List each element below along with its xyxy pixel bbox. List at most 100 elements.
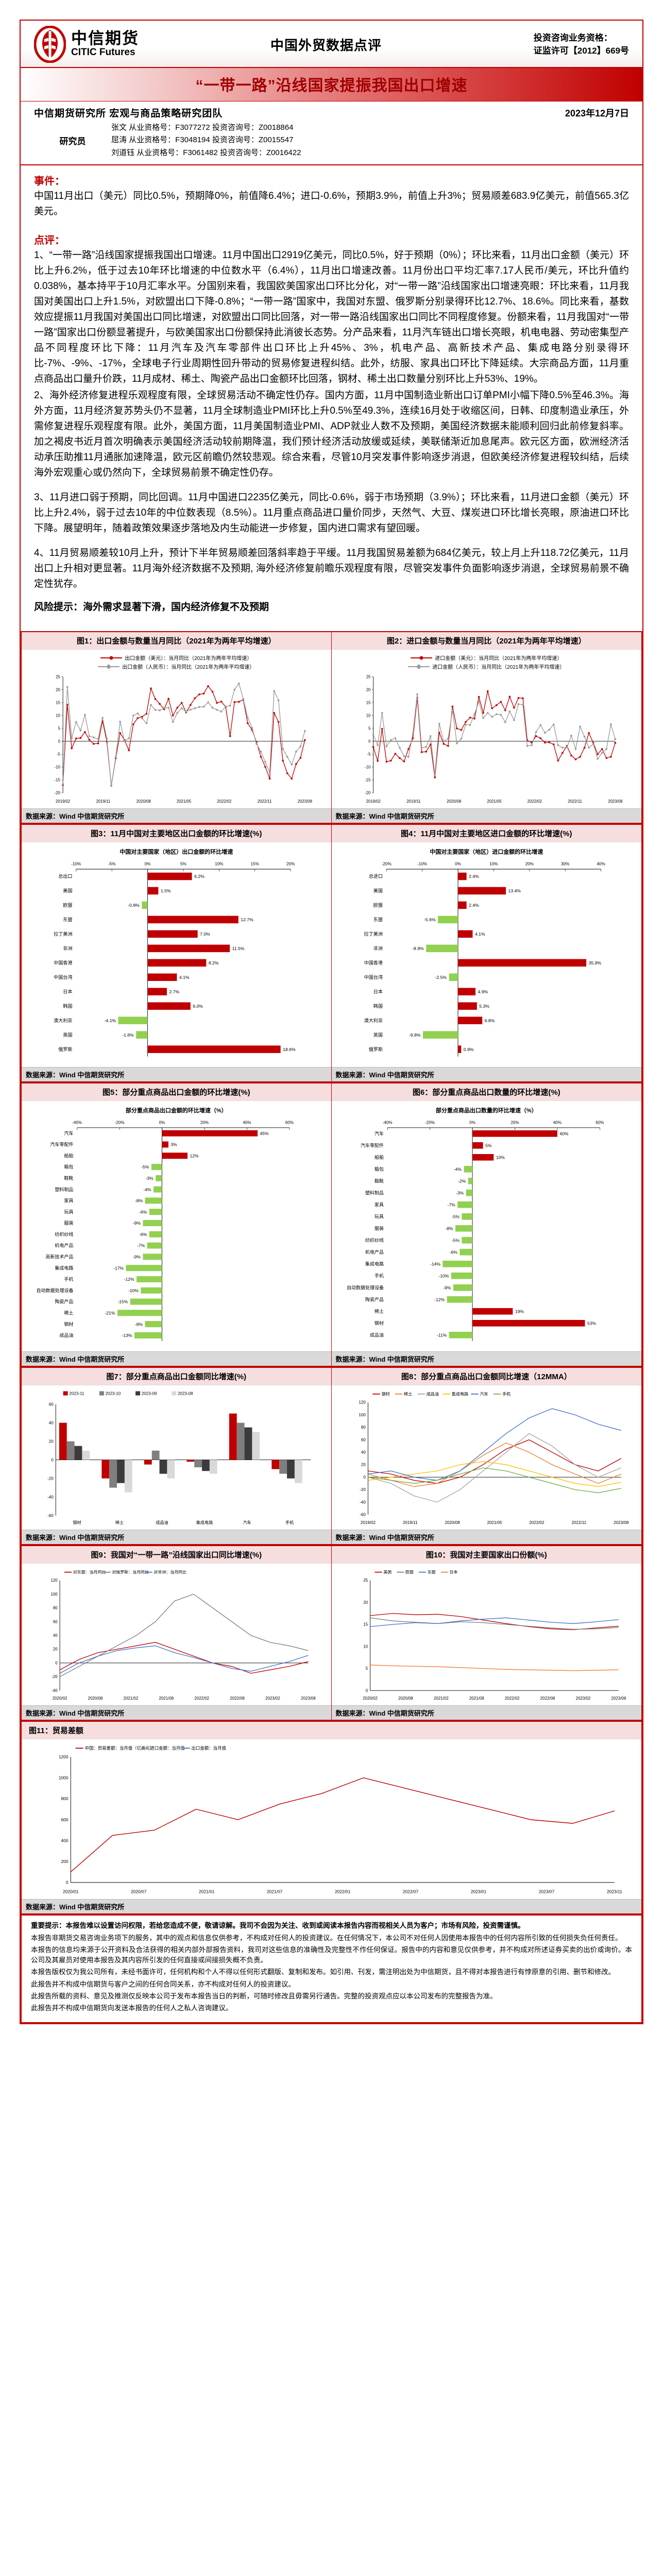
svg-text:10: 10 (366, 714, 370, 718)
svg-text:12%: 12% (190, 1154, 199, 1159)
commentary-paragraph-3: 3、11月进口弱于预期，同比回调。11月中国进口2235亿美元，同比-0.6%，… (34, 492, 629, 534)
legend-marker-gray (408, 666, 430, 667)
svg-text:出口金额：当月值: 出口金额：当月值 (191, 1745, 226, 1751)
svg-text:成品油: 成品油 (426, 1392, 438, 1397)
svg-text:2022/07: 2022/07 (403, 1889, 419, 1894)
svg-text:汽车: 汽车 (243, 1520, 251, 1525)
event-heading: 事件： (34, 175, 65, 187)
svg-text:俄罗斯: 俄罗斯 (368, 1046, 382, 1052)
commentary-heading: 点评： (34, 234, 65, 246)
svg-text:25: 25 (366, 675, 370, 680)
figure-1-line-chart: -20 -15 -10 -5 0 5 10 15 20 25 2019/02 2019/11 2020/… (55, 675, 312, 804)
citic-logo-icon (34, 26, 66, 63)
figure-6: 图6：部分重点商品出口数量的环比增速(%) 部分重点商品出口数量的环比增速（%）… (331, 1082, 641, 1367)
figure-8-line-chart: -60 -40 -20 0 20 40 60 80 100 120 钢材 稀土 成品油 集成电路 汽车 手机 2… (359, 1392, 629, 1525)
legend-label: 进口金额（人民币）：当月同比（2021年为两年平均增速） (432, 665, 565, 671)
figure-4-bar-chart: -20% -10% 0% 10% 20% 30% 40% 总进口 2.4% 美国 13.4% 欧盟 2.… (364, 862, 605, 1057)
researcher-list: 张文 从业资格号：F3077272 投资咨询号：Z0018864 屈涛 从业资格… (111, 122, 301, 159)
svg-text:40: 40 (53, 1633, 58, 1638)
figure-5-inner-title: 部分重点商品出口金额的环比增速（%） (125, 1108, 227, 1114)
svg-text:20: 20 (53, 1647, 58, 1652)
svg-text:-14%: -14% (430, 1262, 440, 1267)
svg-text:10%: 10% (496, 1155, 505, 1160)
svg-text:日本: 日本 (373, 989, 382, 994)
svg-text:船舶: 船舶 (374, 1155, 383, 1160)
svg-text:-4.1%: -4.1% (105, 1018, 116, 1023)
svg-text:30%: 30% (560, 862, 569, 867)
svg-text:2023/02: 2023/02 (265, 1696, 280, 1701)
svg-text:家具: 家具 (64, 1198, 73, 1204)
svg-text:欧盟: 欧盟 (63, 902, 72, 908)
figure-1-legend: 出口金额（美元）：当月同比（2021年为两年平均增速） 出口金额（人民币）：当月… (26, 654, 327, 670)
svg-text:汽车: 汽车 (64, 1130, 73, 1136)
figure-9: 图9：我国对“一带一路”沿线国家出口同比增速(%) -40 -20 0 20 40 60 8… (22, 1545, 332, 1721)
figure-row-5: 图9：我国对“一带一路”沿线国家出口同比增速(%) -40 -20 0 20 40 60 8… (21, 1545, 642, 1721)
risk-warning: 风险提示：海外需求显著下滑，国内经济修复不及预期 (34, 602, 269, 613)
disclaimer-paragraph: 此报告并不构成中信期货向发送本报告的任何人之私人咨询建议。 (31, 2004, 233, 2012)
svg-text:-11%: -11% (436, 1333, 447, 1338)
svg-text:机电产品: 机电产品 (55, 1243, 73, 1248)
page-title: “一带一路”沿线国家提振我国出口增速 (195, 77, 468, 94)
svg-text:汽车零配件: 汽车零配件 (50, 1142, 73, 1147)
svg-text:120: 120 (359, 1400, 366, 1405)
figure-10: 图10：我国对主要国家出口份额(%) 0 5 10 15 20 25 美国 欧盟 东盟 日本 202… (331, 1545, 641, 1721)
figure-6-bar-chart: -40% -20% 0% 20% 40% 60% 汽车 40% 汽车零配件 5% 船舶 10% 箱包 -4… (346, 1121, 604, 1342)
svg-text:40: 40 (361, 1450, 365, 1455)
disclaimer-paragraph: 本报告的信息均来源于公开资料及合法获得的相关内部外部报告资料，我司对这些信息的准… (31, 1945, 632, 1964)
svg-text:鞋靴: 鞋靴 (64, 1175, 73, 1181)
svg-text:2022/08: 2022/08 (230, 1696, 245, 1701)
svg-text:120: 120 (50, 1578, 58, 1583)
svg-text:家具: 家具 (374, 1202, 383, 1208)
svg-text:中国香港: 中国香港 (54, 960, 72, 965)
figure-8-source: 数据来源：Wind 中信期货研究所 (331, 1530, 641, 1546)
svg-text:40%: 40% (243, 1121, 251, 1125)
svg-text:20: 20 (363, 1600, 368, 1605)
svg-text:600: 600 (61, 1817, 69, 1822)
svg-text:-10%: -10% (128, 1288, 139, 1293)
svg-text:钢材: 钢材 (64, 1321, 73, 1327)
svg-text:5.3%: 5.3% (479, 1004, 489, 1009)
svg-text:-1.6%: -1.6% (122, 1032, 134, 1038)
figure-11-line-chart: 0 200 400 600 800 1000 1200 中国：贸易差额：当月值（亿美元）进口金… (59, 1745, 622, 1894)
figure-6-source: 数据来源：Wind 中信期货研究所 (331, 1351, 641, 1367)
svg-text:2021/05: 2021/05 (487, 799, 502, 804)
svg-text:集成电路: 集成电路 (55, 1265, 73, 1271)
svg-text:-10%: -10% (71, 862, 81, 867)
figure-10-line-chart: 0 5 10 15 20 25 美国 欧盟 东盟 日本 2020/02 2020/08 2021/02 2… (363, 1570, 626, 1701)
figure-4-source: 数据来源：Wind 中信期货研究所 (331, 1067, 641, 1083)
figure-3-inner-title: 中国对主要国家（地区）出口金额的环比增速 (120, 849, 233, 856)
svg-text:-5%: -5% (451, 1214, 460, 1219)
disclaimer-paragraph: 此报告并不构成中信期货与客户之间的任何合同关系，亦不构成对任何人的投资建议。 (31, 1980, 295, 1988)
svg-text:纺织纱线: 纺织纱线 (365, 1238, 383, 1243)
svg-text:6.2%: 6.2% (194, 874, 205, 879)
svg-text:-12%: -12% (124, 1277, 134, 1282)
svg-text:稀土: 稀土 (64, 1310, 73, 1316)
svg-text:集成电路: 集成电路 (451, 1392, 468, 1397)
svg-text:2021/01: 2021/01 (199, 1889, 215, 1894)
svg-text:-5%: -5% (108, 862, 116, 867)
svg-text:陶瓷产品: 陶瓷产品 (365, 1297, 383, 1302)
svg-text:-15: -15 (55, 778, 61, 783)
svg-text:-10: -10 (365, 765, 371, 770)
svg-text:2019/11: 2019/11 (402, 1520, 417, 1525)
svg-text:东盟: 东盟 (373, 917, 382, 922)
svg-text:2023/08: 2023/08 (608, 799, 622, 804)
svg-text:80: 80 (53, 1606, 58, 1611)
figure-7-caption: 图7：部分重点商品出口金额同比增速(%) (22, 1367, 331, 1386)
svg-text:12.7%: 12.7% (241, 917, 253, 922)
svg-text:机电产品: 机电产品 (365, 1249, 383, 1255)
svg-text:60: 60 (361, 1438, 365, 1443)
svg-text:-20: -20 (47, 1477, 54, 1481)
svg-text:对非洲：当月同比: 对非洲：当月同比 (154, 1570, 186, 1575)
report-page: 中信期货 CITIC Futures 中国外贸数据点评 投资咨询业务资格： 证监… (0, 0, 663, 2029)
svg-text:日本: 日本 (63, 989, 72, 994)
svg-text:对俄罗斯：当月同比: 对俄罗斯：当月同比 (112, 1570, 148, 1575)
svg-text:0%: 0% (145, 862, 151, 867)
figure-9-caption: 图9：我国对“一带一路”沿线国家出口同比增速(%) (22, 1545, 331, 1564)
svg-text:服装: 服装 (374, 1226, 383, 1231)
svg-text:-4%: -4% (143, 1187, 151, 1192)
svg-text:手机: 手机 (285, 1520, 294, 1525)
svg-text:2021/05: 2021/05 (177, 799, 192, 804)
svg-text:-20%: -20% (425, 1121, 435, 1125)
svg-text:2023/08: 2023/08 (614, 1520, 629, 1525)
